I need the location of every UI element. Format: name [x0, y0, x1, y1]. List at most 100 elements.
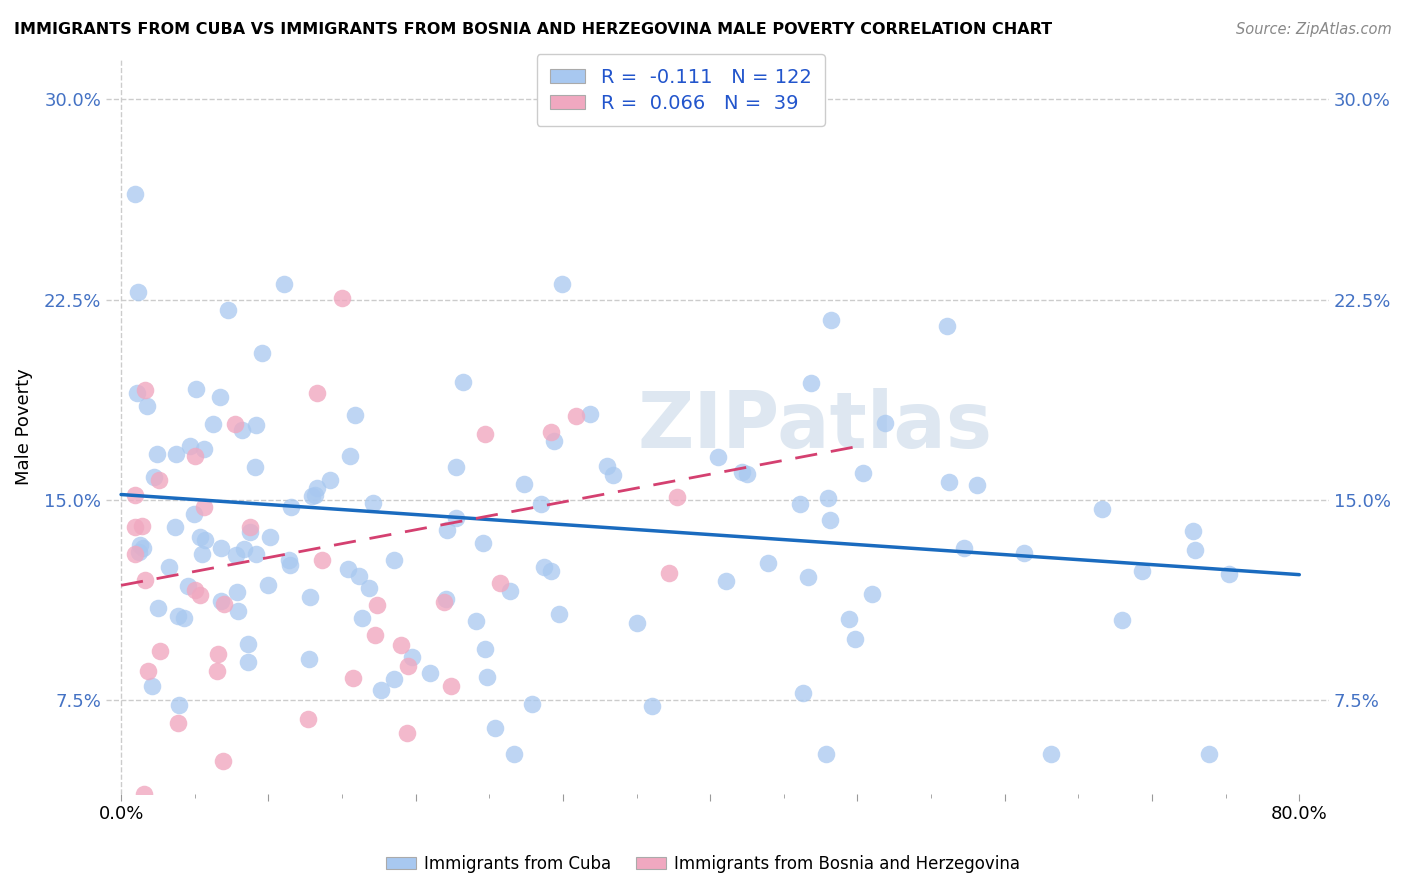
Point	[731, 465, 754, 479]
Point	[209, 594, 232, 608]
Point	[125, 385, 148, 400]
Point	[298, 652, 321, 666]
Point	[190, 548, 212, 562]
Point	[188, 530, 211, 544]
Point	[250, 346, 273, 360]
Point	[124, 186, 146, 201]
Point	[1091, 501, 1114, 516]
Point	[193, 500, 215, 515]
Point	[128, 538, 150, 552]
Point	[797, 570, 820, 584]
Point	[131, 519, 153, 533]
Point	[434, 592, 457, 607]
Point	[503, 747, 526, 761]
Point	[259, 530, 281, 544]
Point	[873, 416, 896, 430]
Point	[165, 447, 187, 461]
Point	[626, 616, 648, 631]
Point	[484, 721, 506, 735]
Point	[716, 574, 738, 588]
Point	[127, 285, 149, 300]
Point	[602, 467, 624, 482]
Point	[163, 519, 186, 533]
Point	[166, 716, 188, 731]
Point	[658, 566, 681, 580]
Point	[342, 671, 364, 685]
Point	[540, 564, 562, 578]
Text: ZIPatlas: ZIPatlas	[638, 388, 993, 465]
Point	[489, 575, 512, 590]
Point	[132, 541, 155, 555]
Point	[297, 712, 319, 726]
Point	[124, 520, 146, 534]
Point	[301, 489, 323, 503]
Point	[143, 469, 166, 483]
Point	[186, 382, 208, 396]
Point	[474, 642, 496, 657]
Point	[214, 597, 236, 611]
Point	[817, 491, 839, 505]
Point	[513, 477, 536, 491]
Y-axis label: Male Poverty: Male Poverty	[15, 368, 32, 484]
Point	[952, 541, 974, 555]
Point	[370, 682, 392, 697]
Point	[640, 699, 662, 714]
Point	[183, 449, 205, 463]
Point	[134, 573, 156, 587]
Point	[350, 611, 373, 625]
Point	[419, 666, 441, 681]
Point	[243, 459, 266, 474]
Point	[756, 557, 779, 571]
Point	[226, 585, 249, 599]
Point	[148, 600, 170, 615]
Text: IMMIGRANTS FROM CUBA VS IMMIGRANTS FROM BOSNIA AND HERZEGOVINA MALE POVERTY CORR: IMMIGRANTS FROM CUBA VS IMMIGRANTS FROM …	[14, 22, 1052, 37]
Point	[209, 390, 232, 404]
Point	[464, 615, 486, 629]
Point	[134, 383, 156, 397]
Text: Source: ZipAtlas.com: Source: ZipAtlas.com	[1236, 22, 1392, 37]
Point	[444, 460, 467, 475]
Point	[245, 418, 267, 433]
Point	[207, 664, 229, 678]
Point	[224, 417, 246, 431]
Point	[194, 533, 217, 547]
Point	[565, 409, 588, 423]
Point	[236, 655, 259, 669]
Point	[852, 466, 875, 480]
Point	[433, 595, 456, 609]
Point	[193, 442, 215, 456]
Point	[278, 558, 301, 573]
Point	[530, 497, 553, 511]
Point	[212, 755, 235, 769]
Point	[475, 669, 498, 683]
Point	[226, 604, 249, 618]
Point	[245, 547, 267, 561]
Point	[737, 467, 759, 482]
Point	[838, 612, 860, 626]
Point	[814, 747, 837, 761]
Point	[938, 475, 960, 490]
Point	[134, 787, 156, 801]
Point	[217, 303, 239, 318]
Point	[382, 672, 405, 686]
Point	[396, 659, 419, 673]
Point	[239, 520, 262, 534]
Point	[256, 578, 278, 592]
Point	[183, 507, 205, 521]
Point	[136, 664, 159, 678]
Point	[522, 697, 544, 711]
Point	[543, 434, 565, 449]
Point	[579, 407, 602, 421]
Point	[1111, 614, 1133, 628]
Point	[173, 611, 195, 625]
Point	[1040, 747, 1063, 761]
Point	[800, 376, 823, 391]
Point	[966, 478, 988, 492]
Point	[436, 523, 458, 537]
Legend: Immigrants from Cuba, Immigrants from Bosnia and Herzegovina: Immigrants from Cuba, Immigrants from Bo…	[380, 848, 1026, 880]
Point	[860, 587, 883, 601]
Point	[343, 408, 366, 422]
Point	[533, 560, 555, 574]
Point	[818, 513, 841, 527]
Point	[792, 686, 814, 700]
